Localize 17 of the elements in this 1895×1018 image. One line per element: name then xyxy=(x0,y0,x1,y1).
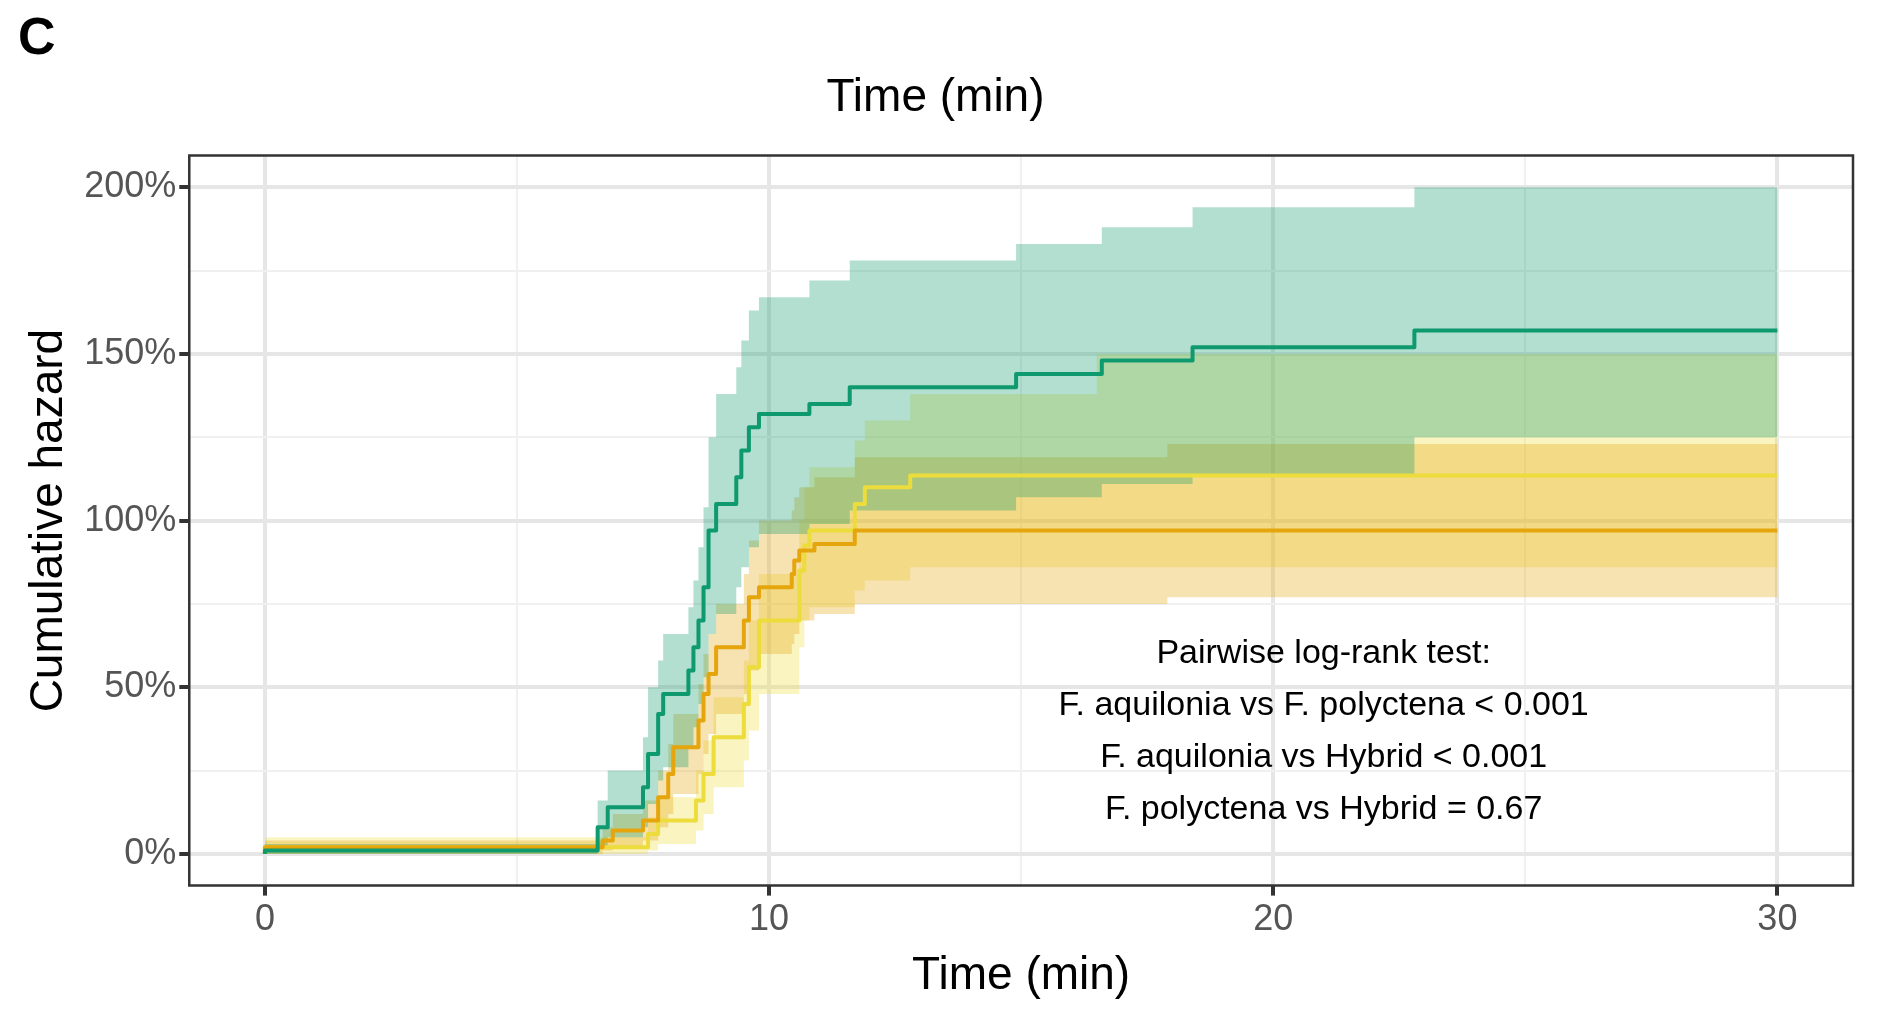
y-axis-title: Cumulative hazard xyxy=(20,328,73,713)
annotation: Pairwise log-rank test: xyxy=(1156,632,1491,671)
y-tick-label: 150% xyxy=(84,330,177,372)
y-tick-label: 100% xyxy=(84,497,177,539)
annotation: F. polyctena vs Hybrid = 0.67 xyxy=(1104,788,1543,827)
x-tick-label: 20 xyxy=(1253,897,1294,939)
y-tick-label: 0% xyxy=(124,830,177,872)
chart-title: C xyxy=(18,6,56,65)
x-tick-label: 10 xyxy=(749,897,790,939)
x-tick-label: 0 xyxy=(254,897,275,939)
annotation: F. aquilonia vs F. polyctena < 0.001 xyxy=(1058,684,1589,723)
y-tick-label: 200% xyxy=(84,164,177,206)
x-tick-label: 30 xyxy=(1757,897,1798,939)
x-axis-title: Time (min) xyxy=(912,947,1131,1000)
y-tick-label: 50% xyxy=(104,664,177,706)
chart-subtitle: Time (min) xyxy=(826,68,1045,121)
annotation: F. aquilonia vs Hybrid < 0.001 xyxy=(1100,736,1548,775)
